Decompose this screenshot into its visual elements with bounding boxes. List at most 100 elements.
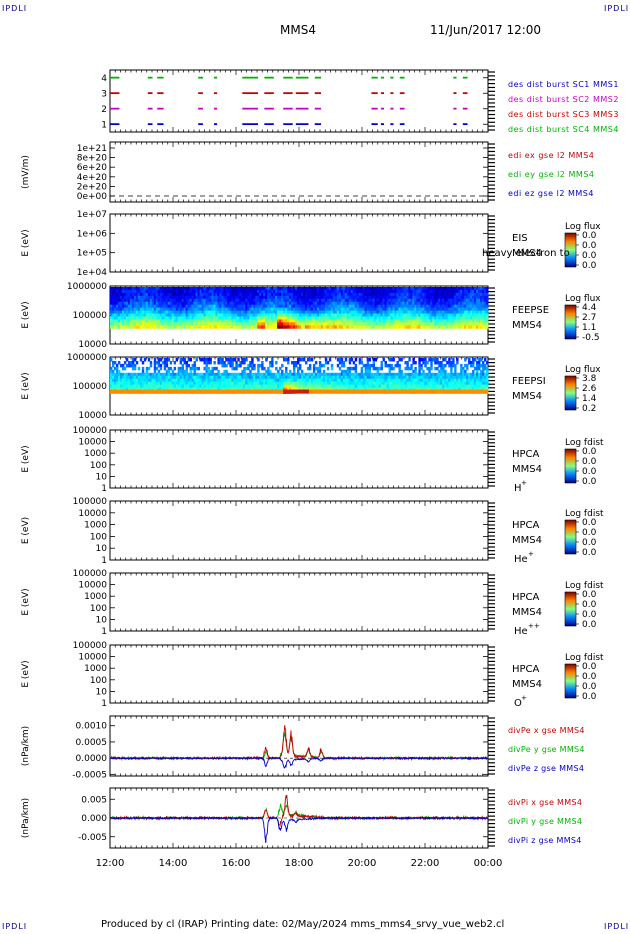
spectrogram-cell: [356, 292, 360, 297]
spectrogram-cell: [285, 384, 288, 389]
spectrogram-cell: [127, 301, 131, 306]
spectrogram-cell: [259, 384, 262, 389]
spectrogram-cell: [113, 313, 117, 317]
spectrogram-cell: [113, 319, 117, 323]
spectrogram-cell: [193, 375, 196, 380]
spectrogram-cell: [322, 381, 326, 386]
spectrogram-cell: [386, 292, 389, 297]
spectrogram-cell: [378, 366, 381, 371]
spectrogram-cell: [462, 322, 465, 326]
spectrogram-cell: [123, 316, 127, 320]
spectrogram-cell: [257, 366, 260, 371]
spectrogram-cell: [326, 310, 330, 314]
spectrogram-cell: [366, 358, 370, 362]
spectrogram-cell: [275, 295, 278, 300]
spectrogram-cell: [454, 287, 457, 291]
spectrogram-cell: [380, 387, 383, 392]
spectrogram-cell: [269, 375, 272, 380]
spectrogram-cell: [281, 298, 284, 303]
spectrogram-cell: [127, 360, 131, 365]
spectrogram-cell: [322, 295, 326, 300]
spectrogram-cell: [400, 307, 403, 312]
spectrogram-cell: [430, 310, 433, 314]
spectrogram-cell: [370, 313, 374, 317]
spectrogram-cell: [213, 287, 216, 291]
spectrogram-cell: [175, 381, 179, 386]
spectrogram-cell: [265, 322, 268, 326]
spectrogram-cell: [171, 369, 175, 374]
spectrogram-cell: [173, 366, 177, 371]
spectrogram-cell: [372, 363, 375, 368]
spectrogram-cell: [133, 319, 137, 323]
spectrogram-cell: [241, 372, 244, 377]
spectrogram-cell: [153, 310, 157, 314]
spectrogram-cell: [205, 384, 208, 389]
spectrogram-cell: [165, 381, 169, 386]
spectrogram-cell: [306, 372, 310, 377]
spectrogram-cell: [137, 366, 141, 371]
spectrogram-cell: [364, 381, 368, 386]
spectrogram-cell: [366, 322, 370, 326]
spectrogram-cell: [259, 301, 262, 306]
spectrogram-cell: [372, 295, 375, 300]
spectrogram-cell: [111, 363, 115, 368]
spectrogram-cell: [135, 381, 139, 386]
spectrogram-cell: [151, 378, 155, 383]
spectrogram-cell: [149, 375, 153, 380]
spectrogram-cell: [376, 287, 379, 291]
spectrogram-cell: [442, 325, 445, 329]
spectrogram-cell: [277, 325, 280, 329]
spectrogram-cell: [177, 313, 181, 317]
spectrogram-cell: [163, 360, 167, 365]
spectrogram-cell: [370, 387, 374, 392]
spectrogram-cell: [336, 313, 340, 317]
y-tick-label: 1e+21: [77, 144, 107, 154]
spectrogram-cell: [153, 387, 157, 392]
spectrogram-cell: [229, 325, 232, 329]
spectrogram-cell: [139, 381, 143, 386]
spectrogram-cell: [352, 387, 356, 392]
spectrogram-cell: [416, 298, 419, 303]
spectrogram-cell: [167, 378, 171, 383]
spectrogram-cell: [346, 287, 350, 291]
spectrogram-cell: [398, 292, 401, 297]
spectrogram-cell: [450, 313, 453, 317]
spectrogram-cell: [255, 322, 258, 326]
spectrogram-cell: [215, 295, 218, 300]
time-tick-label: 22:00: [411, 858, 440, 869]
spectrogram-cell: [273, 325, 276, 329]
spectrogram-cell: [187, 384, 190, 389]
spectrogram-cell: [131, 313, 135, 317]
spectrogram-cell: [213, 310, 216, 314]
spectrogram-cell: [271, 363, 274, 368]
spectrogram-cell: [261, 319, 264, 323]
spectrogram-cell: [352, 378, 356, 383]
spectrogram-cell: [151, 313, 155, 317]
spectrogram-cell: [420, 289, 423, 294]
spectrogram-cell: [386, 387, 389, 392]
spectrogram-cell: [352, 366, 356, 371]
spectrogram-cell: [121, 298, 125, 303]
spectrogram-cell: [277, 301, 280, 306]
spectrogram-cell: [141, 325, 145, 329]
spectrogram-cell: [366, 313, 370, 317]
spectrogram-cell: [302, 322, 306, 326]
spectrogram-cell: [446, 316, 449, 320]
spectrogram-cell: [390, 307, 393, 312]
spectrogram-cell: [247, 363, 250, 368]
spectrogram-cell: [378, 304, 381, 309]
spectrogram-cell: [384, 313, 387, 317]
spectrogram-cell: [145, 387, 149, 392]
spectrogram-cell: [139, 295, 143, 300]
spectrogram-cell: [430, 316, 433, 320]
spectrogram-cell: [366, 289, 370, 294]
spectrogram-cell: [237, 304, 240, 309]
spectrogram-cell: [259, 310, 262, 314]
spectrogram-cell: [257, 301, 260, 306]
spectrogram-cell: [342, 369, 346, 374]
burst-segment: [453, 107, 457, 110]
spectrogram-cell: [119, 381, 123, 386]
spectrogram-cell: [372, 307, 375, 312]
spectrogram-cell: [450, 304, 453, 309]
